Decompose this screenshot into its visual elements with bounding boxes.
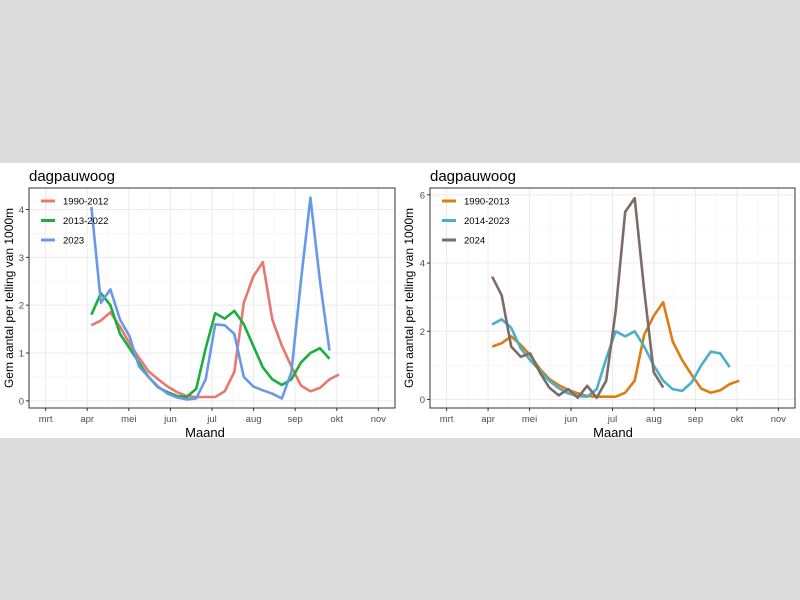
legend-item: 1990-2013: [442, 197, 509, 208]
chart-area: dagpauwoog Maand Gem aantal per telling …: [0, 163, 800, 440]
legend-label: 2014-2023: [464, 216, 509, 227]
legend-label: 2023: [63, 236, 84, 247]
y-axis-label: Gem aantal per telling van 1000m: [2, 208, 16, 388]
series-line-2023: [90, 196, 331, 401]
y-tick-label: 4: [420, 259, 425, 270]
y-tick-label: 2: [19, 301, 24, 312]
x-tick-label: jun: [564, 414, 578, 425]
x-tick-label: mrt: [440, 414, 454, 425]
legend-label: 1990-2012: [63, 197, 108, 208]
x-tick-label: mei: [121, 414, 136, 425]
y-tick-label: 6: [420, 190, 425, 201]
chart-panel-right: dagpauwoog Maand Gem aantal per telling …: [402, 168, 796, 440]
x-tick-label: apr: [481, 414, 495, 425]
x-tick-label: apr: [80, 414, 94, 425]
chart-panel-left: dagpauwoog Maand Gem aantal per telling …: [2, 168, 396, 440]
y-tick-label: 0: [420, 395, 425, 406]
y-tick-label: 0: [19, 396, 24, 407]
x-tick-label: okt: [731, 414, 744, 425]
x-tick-label: aug: [246, 414, 262, 425]
chart-title: dagpauwoog: [430, 168, 516, 185]
plot-border: [28, 187, 396, 409]
x-tick-label: jul: [206, 414, 217, 425]
y-tick-label: 1: [19, 349, 24, 360]
series-line-2024: [491, 196, 665, 400]
x-tick-label: mrt: [39, 414, 53, 425]
legend-label: 2024: [464, 236, 485, 247]
legend-label: 2013-2022: [63, 216, 108, 227]
x-tick-label: jul: [607, 414, 618, 425]
x-tick-label: mei: [522, 414, 537, 425]
y-tick-label: 4: [19, 205, 24, 216]
legend-item: 1990-2012: [41, 197, 108, 208]
legend-item: 2023: [41, 236, 84, 247]
y-tick-label: 3: [19, 253, 24, 264]
legend-item: 2024: [442, 236, 485, 247]
y-axis-label: Gem aantal per telling van 1000m: [402, 208, 416, 388]
x-tick-label: sep: [288, 414, 303, 425]
legend-item: 2014-2023: [442, 216, 509, 227]
x-tick-label: aug: [646, 414, 662, 425]
x-tick-label: okt: [330, 414, 343, 425]
charts-svg: dagpauwoog Maand Gem aantal per telling …: [2, 168, 796, 440]
x-tick-label: sep: [688, 414, 703, 425]
x-tick-label: nov: [371, 414, 387, 425]
x-tick-label: nov: [771, 414, 787, 425]
chart-title: dagpauwoog: [29, 168, 115, 185]
y-tick-label: 2: [420, 327, 425, 338]
x-tick-label: jun: [163, 414, 177, 425]
x-axis-label: Maand: [185, 425, 225, 438]
legend-item: 2013-2022: [41, 216, 108, 227]
plot-border: [429, 187, 796, 409]
legend-label: 1990-2013: [464, 197, 509, 208]
x-axis-label: Maand: [593, 425, 633, 438]
